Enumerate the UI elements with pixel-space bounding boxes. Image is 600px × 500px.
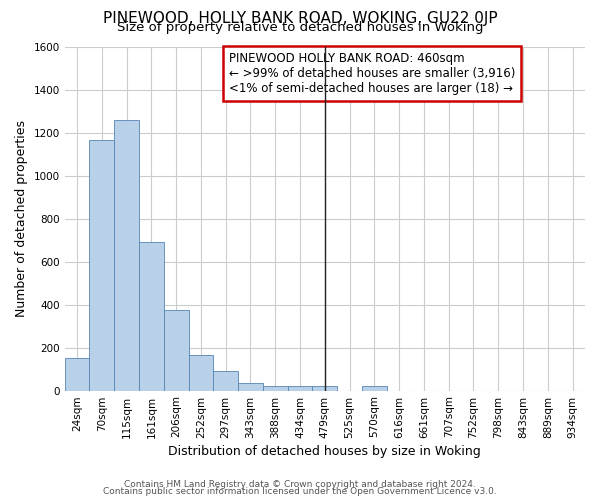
Bar xyxy=(164,310,188,390)
Bar xyxy=(362,386,387,390)
X-axis label: Distribution of detached houses by size in Woking: Distribution of detached houses by size … xyxy=(169,444,481,458)
Text: Size of property relative to detached houses in Woking: Size of property relative to detached ho… xyxy=(117,21,483,34)
Text: Contains HM Land Registry data © Crown copyright and database right 2024.: Contains HM Land Registry data © Crown c… xyxy=(124,480,476,489)
Text: PINEWOOD, HOLLY BANK ROAD, WOKING, GU22 0JP: PINEWOOD, HOLLY BANK ROAD, WOKING, GU22 … xyxy=(103,11,497,26)
Bar xyxy=(114,120,139,390)
Bar xyxy=(89,140,114,390)
Bar xyxy=(238,382,263,390)
Bar xyxy=(214,371,238,390)
Bar xyxy=(263,386,287,390)
Bar xyxy=(188,355,214,390)
Y-axis label: Number of detached properties: Number of detached properties xyxy=(15,120,28,317)
Bar xyxy=(287,386,313,390)
Text: Contains public sector information licensed under the Open Government Licence v3: Contains public sector information licen… xyxy=(103,487,497,496)
Bar xyxy=(139,242,164,390)
Text: PINEWOOD HOLLY BANK ROAD: 460sqm
← >99% of detached houses are smaller (3,916)
<: PINEWOOD HOLLY BANK ROAD: 460sqm ← >99% … xyxy=(229,52,515,94)
Bar xyxy=(313,386,337,390)
Bar xyxy=(65,358,89,390)
